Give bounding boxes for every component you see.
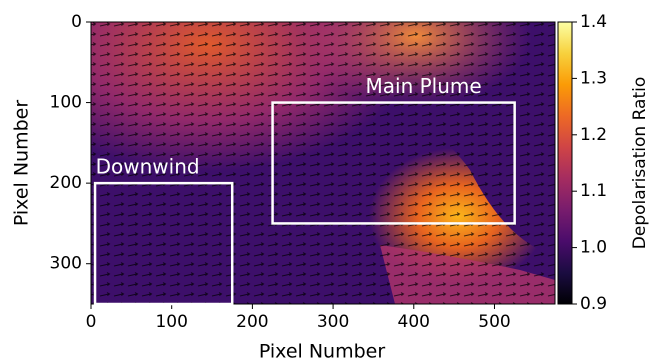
- colorbar-tick-label: 1.0: [580, 238, 607, 258]
- y-tick-label: 300: [50, 254, 82, 274]
- x-tick-label: 400: [398, 312, 430, 332]
- x-tick-label: 500: [478, 312, 510, 332]
- y-tick-label: 0: [71, 12, 82, 32]
- colorbar-tick-label: 1.2: [580, 125, 607, 145]
- colorbar-tick-label: 1.3: [580, 68, 607, 88]
- x-axis-label: Pixel Number: [259, 341, 385, 362]
- colorbar-tick-label: 0.9: [580, 294, 607, 314]
- colorbar-tick-label: 1.1: [580, 181, 607, 201]
- colorbar: [557, 21, 573, 305]
- x-tick-label: 0: [86, 312, 97, 332]
- y-tick-label: 100: [50, 93, 82, 113]
- y-axis-label: Pixel Number: [11, 100, 33, 226]
- y-tick-label: 200: [50, 173, 82, 193]
- annotation-box: [271, 101, 516, 225]
- annotation-box: [93, 181, 234, 306]
- heatmap-image: [91, 22, 555, 304]
- annotation-label: Downwind: [96, 155, 200, 179]
- annotation-label: Main Plume: [366, 74, 482, 98]
- x-tick-label: 300: [317, 312, 349, 332]
- x-tick-label: 200: [236, 312, 268, 332]
- colorbar-tick-label: 1.4: [580, 12, 607, 32]
- colorbar-label: Depolarisation Ratio: [630, 77, 650, 249]
- plot-frame: [90, 21, 556, 305]
- x-tick-label: 100: [155, 312, 187, 332]
